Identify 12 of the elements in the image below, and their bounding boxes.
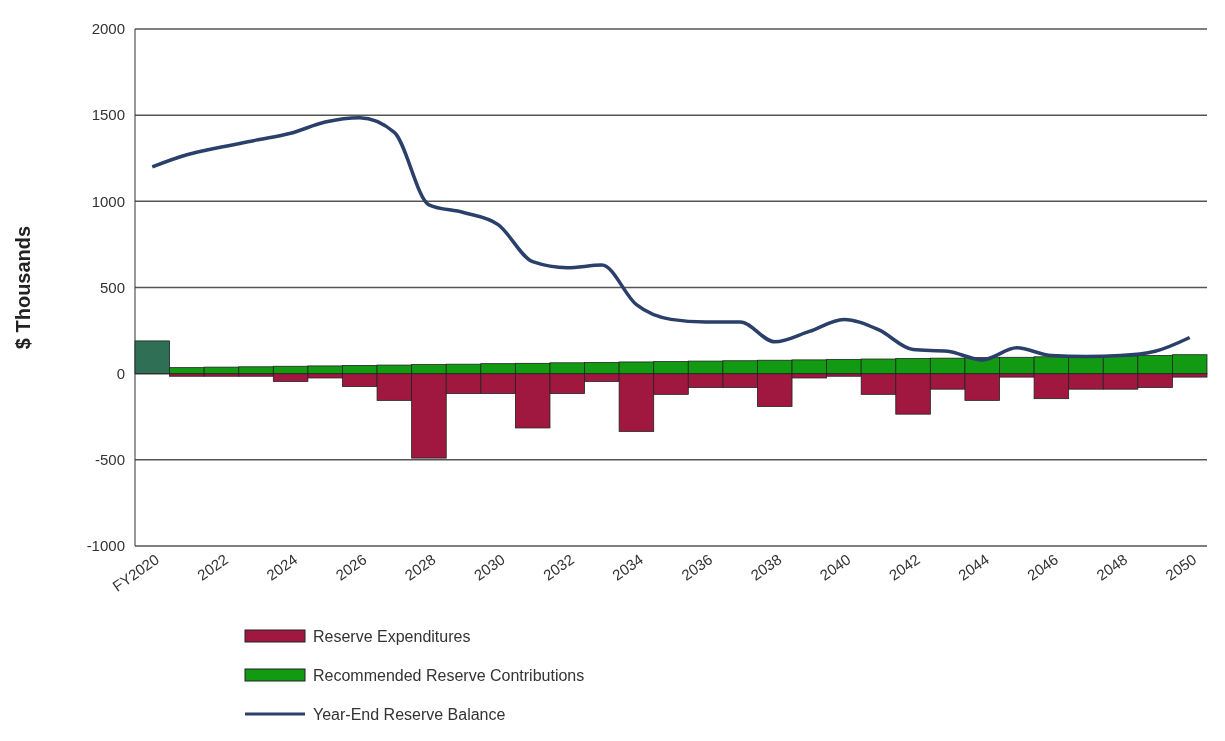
y-tick-label: 500 — [99, 278, 125, 296]
legend-label: Recommended Reserve Contributions — [313, 666, 585, 684]
y-tick-label: -500 — [94, 451, 125, 469]
legend-label: Year-End Reserve Balance — [313, 705, 506, 723]
line-series — [150, 116, 1192, 362]
legend-label: Reserve Expenditures — [313, 627, 471, 645]
y-axis-title: $ Thousands — [12, 225, 34, 350]
y-tick-label: 0 — [116, 364, 125, 382]
y-tick-label: 2000 — [91, 20, 125, 38]
y-tick-label: 1000 — [91, 192, 125, 210]
y-tick-label: -1000 — [86, 537, 125, 555]
y-tick-label: 1500 — [91, 106, 125, 124]
